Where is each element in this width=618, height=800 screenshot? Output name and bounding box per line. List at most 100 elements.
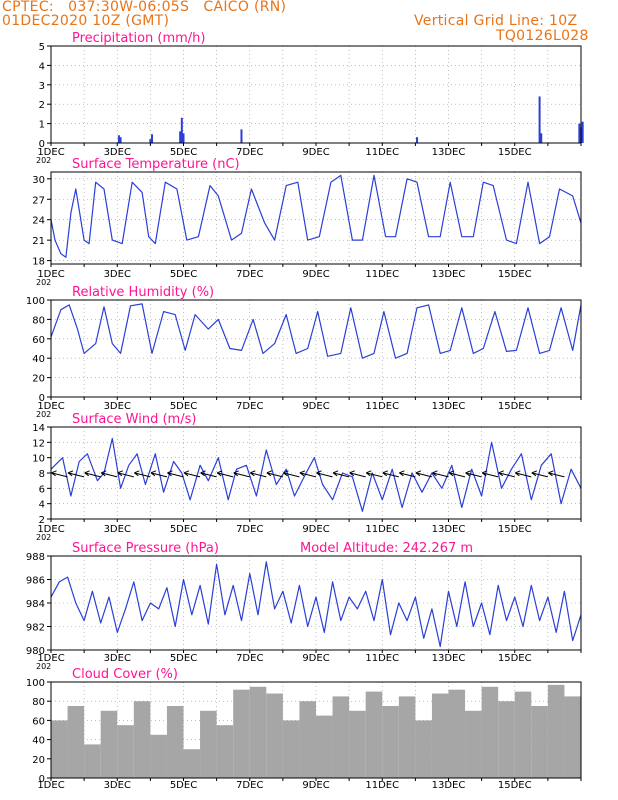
wind-arrowhead [548,470,554,477]
cloud-bar [465,710,482,778]
cloud-bar [133,701,151,778]
y-tick-label: 100 [26,678,45,689]
wind-arrowhead [515,470,521,477]
y-tick-label: 80 [32,697,45,708]
x-year-label: 202 [36,278,51,287]
wind-arrowhead [67,470,74,477]
wind-arrowhead [250,470,256,477]
cloud-bar [150,734,167,778]
x-tick-label: 7DEC [236,401,263,412]
wind-arrow [167,472,184,478]
y-tick-label: 12 [32,438,45,449]
wind-arrow [498,472,515,478]
wind-arrowhead [531,470,538,477]
wind-arrow [200,472,217,478]
wind-arrowhead [266,470,273,477]
cloud-bar [514,691,532,778]
wind-arrow [266,472,283,478]
x-tick-label: 13DEC [432,653,466,664]
precip-bar [182,133,185,143]
wind-arrowhead [316,470,322,477]
y-tick-label: 0 [39,393,45,404]
cloud-bar [564,696,581,778]
wind-arrowhead [233,470,239,477]
x-tick-label: 5DEC [170,524,197,535]
panel-subtitle: Model Altitude: 242.267 m [300,541,473,556]
wind-arrow [432,472,449,478]
x-tick-label: 5DEC [170,147,197,158]
wind-arrowhead [481,470,488,477]
cloud-bar [51,720,68,778]
cloud-bar [183,749,201,778]
cloud-bar [84,744,101,778]
panel-title: Precipitation (mm/h) [72,31,205,46]
x-tick-label: 15DEC [498,653,532,664]
wind-arrow [531,472,548,478]
wind-arrow [134,472,151,478]
precip-bar [240,129,243,143]
x-tick-label: 9DEC [302,401,329,412]
x-tick-label: 11DEC [365,401,399,412]
x-tick-label: 15DEC [498,401,532,412]
x-tick-label: 11DEC [365,147,399,158]
wind-arrowhead [117,470,123,477]
x-tick-label: 3DEC [104,780,131,791]
wind-arrowhead [349,470,355,477]
precip-bar [180,117,183,143]
wind-arrow [101,472,118,478]
cloud-bar [67,706,85,778]
wind-arrow [415,472,433,478]
x-tick-label: 1DEC [37,780,64,791]
wind-arrowhead [399,470,405,477]
precip-bar [578,123,581,143]
precip-bar [117,135,120,143]
y-tick-label: 60 [32,716,45,727]
y-tick-label: 980 [26,646,45,657]
header-datetime: 01DEC2020 10Z (GMT) [2,13,170,29]
wind-arrowhead [183,470,190,477]
wind-arrowhead [448,470,455,477]
wind-arrowhead [216,470,223,477]
panel-title: Relative Humidity (%) [72,285,214,300]
x-tick-label: 3DEC [104,653,131,664]
cloud-bar [349,710,366,778]
x-tick-label: 11DEC [365,780,399,791]
cloud-bar [282,720,300,778]
precip-bar [540,133,543,143]
precip-bar [179,131,182,143]
cloud-bar [216,725,234,778]
x-tick-label: 13DEC [432,401,466,412]
wind-arrow [548,472,565,478]
x-tick-label: 15DEC [498,780,532,791]
x-year-label: 202 [36,533,51,542]
wind-arrow [366,472,383,478]
y-tick-label: 30 [32,175,45,186]
cloud-bar [531,706,548,778]
x-year-label: 202 [36,156,51,165]
wind-arrowhead [150,470,157,477]
y-tick-label: 80 [32,315,45,326]
x-tick-label: 1DEC [37,524,64,535]
wind-arrow [333,472,350,478]
wind-arrow [316,472,333,478]
cloud-bar [233,689,250,778]
panel-title: Surface Pressure (hPa) [72,541,219,556]
cloud-bar [249,686,267,778]
wind-arrow [233,472,250,478]
y-tick-label: 40 [32,354,45,365]
wind-arrowhead [382,470,388,477]
wind-arrowhead [51,470,57,477]
y-tick-label: 20 [32,374,45,385]
y-tick-label: 982 [26,623,45,634]
wind-arrowhead [84,470,90,477]
x-tick-label: 7DEC [236,269,263,280]
x-tick-label: 9DEC [302,653,329,664]
cloud-bar [117,725,134,778]
y-tick-label: 40 [32,736,45,747]
x-tick-label: 15DEC [498,269,532,280]
x-year-label: 202 [36,410,51,419]
y-tick-label: 4 [39,61,45,72]
y-tick-label: 18 [32,257,45,268]
wind-arrowhead [465,470,471,477]
